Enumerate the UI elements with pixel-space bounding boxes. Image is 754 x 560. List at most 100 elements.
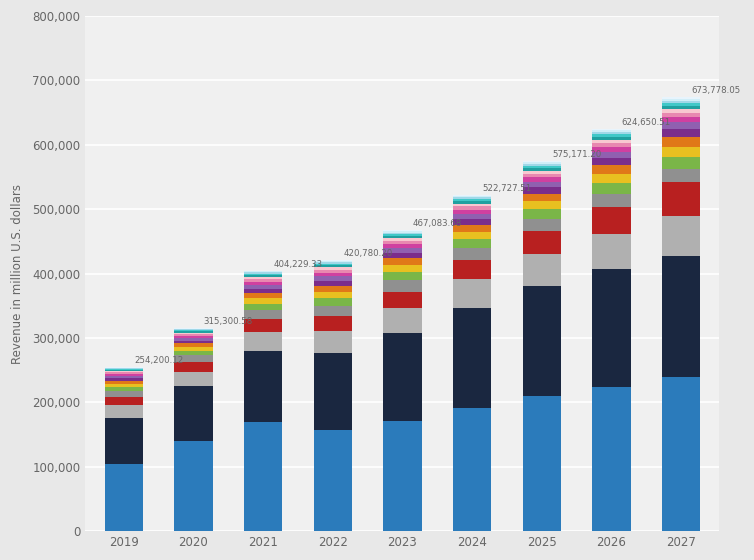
Bar (244, 304, 282, 310)
Bar (662, 122, 700, 129)
Bar (105, 381, 143, 384)
Bar (523, 164, 561, 166)
Bar (105, 396, 143, 405)
Bar (174, 441, 213, 531)
Bar (523, 209, 561, 219)
Bar (453, 408, 491, 531)
Bar (662, 99, 700, 101)
Bar (592, 269, 630, 387)
Bar (244, 279, 282, 282)
Bar (383, 265, 421, 272)
Text: 254,200.12: 254,200.12 (134, 357, 183, 366)
Bar (592, 174, 630, 183)
Bar (592, 134, 630, 137)
Bar (592, 140, 630, 143)
Bar (244, 285, 282, 289)
Bar (523, 219, 561, 231)
Bar (383, 281, 421, 292)
Bar (523, 201, 561, 209)
Bar (314, 270, 352, 273)
Bar (105, 418, 143, 464)
Bar (383, 241, 421, 244)
Bar (523, 171, 561, 174)
Bar (383, 248, 421, 253)
Bar (244, 272, 282, 273)
Bar (174, 356, 213, 362)
Bar (383, 231, 421, 232)
Bar (174, 372, 213, 386)
Bar (174, 340, 213, 343)
Bar (383, 333, 421, 421)
Bar (383, 234, 421, 236)
Bar (244, 332, 282, 351)
Text: 404,229.33: 404,229.33 (274, 260, 323, 269)
Bar (453, 249, 491, 260)
Bar (662, 216, 700, 256)
Bar (453, 201, 491, 203)
Bar (453, 199, 491, 201)
Bar (662, 256, 700, 377)
Bar (244, 422, 282, 531)
Text: 575,171.20: 575,171.20 (552, 150, 602, 159)
Bar (662, 183, 700, 216)
Bar (453, 219, 491, 225)
Bar (174, 347, 213, 351)
Bar (314, 281, 352, 286)
Bar (592, 234, 630, 269)
Bar (523, 178, 561, 181)
Bar (383, 421, 421, 531)
Bar (105, 387, 143, 391)
Bar (662, 101, 700, 103)
Bar (662, 157, 700, 169)
Bar (662, 169, 700, 183)
Bar (523, 161, 561, 162)
Bar (314, 260, 352, 261)
Bar (314, 265, 352, 268)
Bar (383, 253, 421, 259)
Bar (314, 268, 352, 270)
Bar (523, 395, 561, 531)
Bar (314, 264, 352, 265)
Bar (244, 271, 282, 272)
Bar (105, 374, 143, 376)
Bar (244, 293, 282, 298)
Bar (453, 239, 491, 249)
Bar (453, 194, 491, 195)
Bar (523, 231, 561, 254)
Bar (105, 379, 143, 381)
Bar (662, 147, 700, 157)
Bar (244, 310, 282, 319)
Bar (662, 377, 700, 531)
Bar (174, 334, 213, 336)
Text: 420,780.20: 420,780.20 (343, 249, 392, 258)
Bar (105, 464, 143, 531)
Text: 467,083.68: 467,083.68 (413, 220, 462, 228)
Bar (662, 137, 700, 147)
Bar (314, 430, 352, 531)
Bar (523, 286, 561, 395)
Bar (174, 329, 213, 330)
Bar (523, 187, 561, 194)
Bar (105, 372, 143, 374)
Bar (662, 129, 700, 137)
Bar (453, 231, 491, 239)
Bar (314, 286, 352, 292)
Bar (592, 147, 630, 152)
Bar (592, 143, 630, 147)
Bar (174, 338, 213, 340)
Bar (105, 405, 143, 418)
Bar (174, 386, 213, 441)
Bar (453, 260, 491, 279)
Bar (314, 316, 352, 331)
Bar (523, 174, 561, 178)
Bar (453, 225, 491, 231)
Bar (314, 292, 352, 298)
Bar (662, 113, 700, 118)
Bar (662, 103, 700, 106)
Bar (314, 262, 352, 264)
Bar (592, 132, 630, 134)
Bar (592, 130, 630, 132)
Bar (453, 279, 491, 307)
Bar (523, 254, 561, 286)
Bar (244, 319, 282, 332)
